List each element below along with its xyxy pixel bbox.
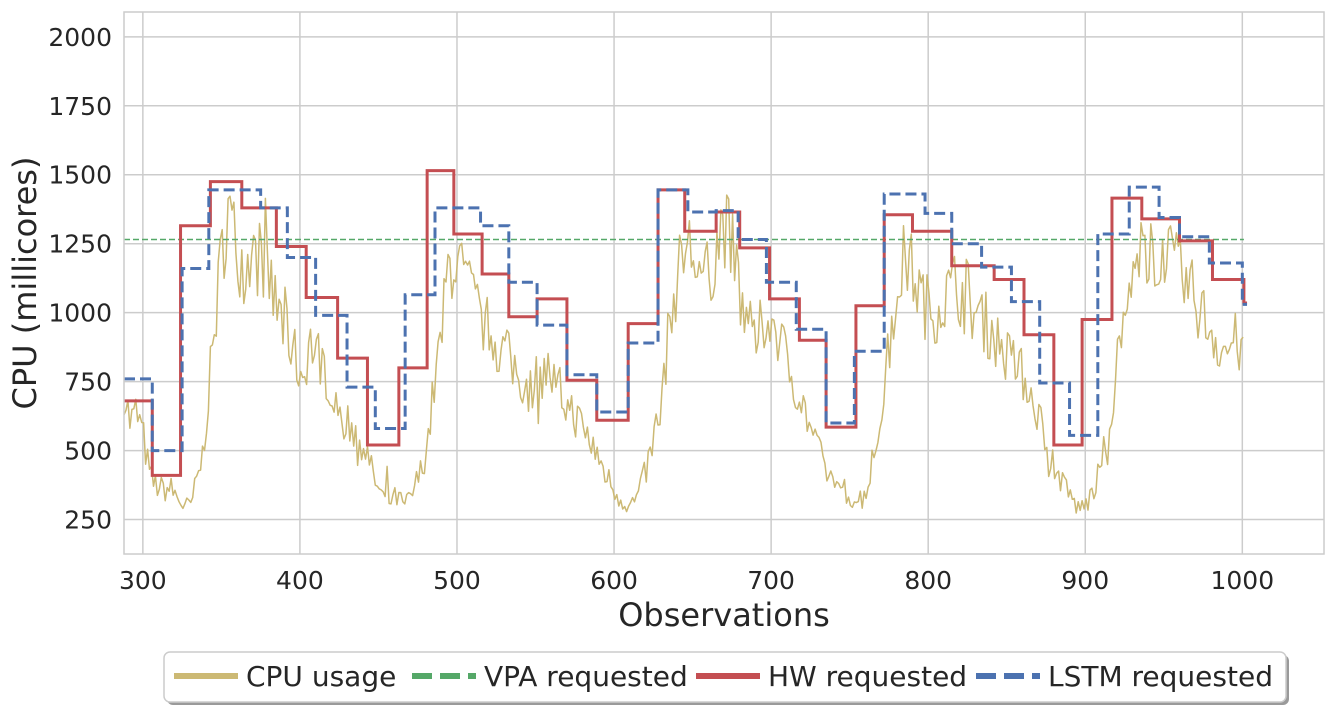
plot-frame (123, 11, 1325, 555)
x-tick-label: 700 (747, 566, 795, 595)
y-tick-label: 2000 (48, 23, 112, 52)
legend: CPU usage VPA requested HW requested LSTM r… (163, 651, 1289, 705)
x-tick-label: 600 (590, 566, 638, 595)
x-tick-label: 1000 (1211, 566, 1275, 595)
y-tick-label: 1500 (48, 161, 112, 190)
legend-label: LSTM requested (1048, 660, 1273, 693)
series-layer (123, 169, 1248, 514)
legend-label: CPU usage (246, 660, 396, 693)
tick-labels: 300 400 500 600 700 800 900 1000 250 500 750 1000 12… (48, 23, 1274, 595)
x-tick-label: 500 (433, 566, 481, 595)
series-lstm-requested (124, 185, 1248, 453)
y-tick-label: 250 (64, 506, 112, 535)
legend-label: VPA requested (484, 660, 688, 693)
y-tick-label: 750 (64, 368, 112, 397)
x-tick-label: 800 (904, 566, 952, 595)
y-tick-label: 1250 (48, 230, 112, 259)
y-tick-label: 500 (64, 437, 112, 466)
x-tick-label: 900 (1061, 566, 1109, 595)
x-axis-title: Observations (618, 596, 830, 634)
series-hw-requested (124, 169, 1248, 477)
y-tick-label: 1000 (48, 299, 112, 328)
y-axis-title: CPU (millicores) (6, 157, 44, 410)
series-cpu-usage (123, 194, 1244, 514)
gridlines (124, 12, 1324, 554)
legend-label: HW requested (768, 660, 967, 693)
x-tick-label: 400 (276, 566, 324, 595)
y-tick-label: 1750 (48, 92, 112, 121)
x-tick-label: 300 (119, 566, 167, 595)
